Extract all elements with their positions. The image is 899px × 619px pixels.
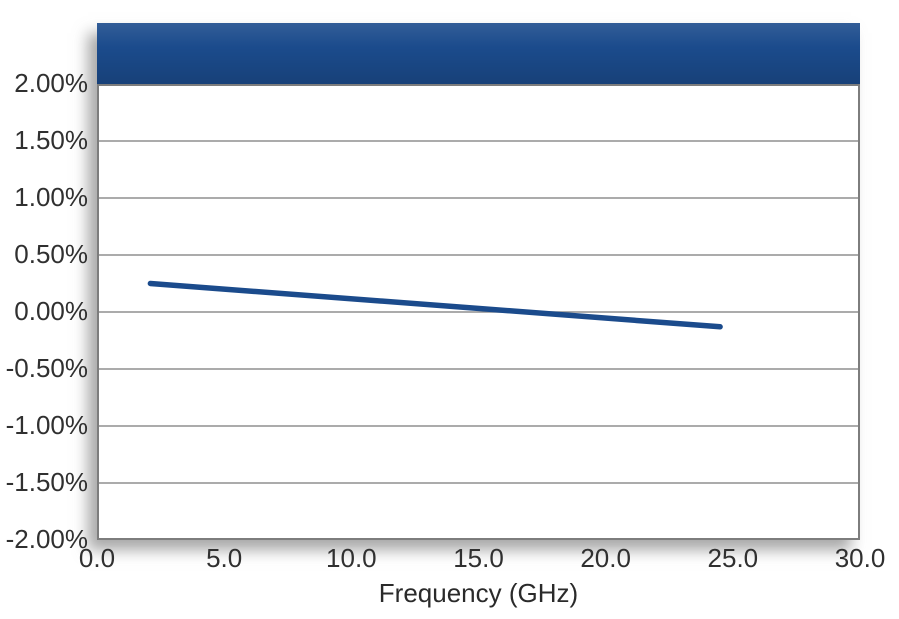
chart-panel: [97, 23, 860, 540]
y-tick-label: 2.00%: [14, 67, 88, 98]
x-tick-label: 10.0: [326, 543, 377, 573]
x-axis-title: Frequency (GHz): [378, 578, 579, 608]
plot-area: [97, 84, 860, 540]
plot-svg: [97, 84, 860, 540]
x-tick-label: 20.0: [580, 543, 631, 573]
y-tick-label: 1.00%: [14, 181, 88, 212]
y-tick-label: 0.50%: [14, 238, 88, 269]
y-axis: 2.00% 1.50% 1.00% 0.50% 0.00% -0.50% -1.00% -1.…: [0, 0, 88, 619]
x-tick-label: 5.0: [206, 543, 243, 573]
y-tick-label: 0.00%: [14, 295, 88, 326]
x-tick-label: 30.0: [834, 543, 886, 573]
y-tick-label: 1.50%: [14, 124, 88, 155]
x-tick-label: 0.0: [78, 543, 116, 573]
y-tick-label: -1.50%: [5, 466, 88, 497]
plot-border: [97, 84, 860, 540]
x-tick-label: 25.0: [707, 543, 759, 573]
title-banner: [97, 23, 860, 84]
x-axis: 0.0 5.0 10.0 15.0 20.0 25.0 30.0: [0, 543, 899, 575]
y-tick-label: -0.50%: [5, 352, 88, 383]
y-tick-label: -1.00%: [5, 409, 88, 440]
x-tick-label: 15.0: [453, 543, 504, 573]
y-tick-label: -2.00%: [5, 523, 88, 554]
data-line: [147, 280, 723, 330]
